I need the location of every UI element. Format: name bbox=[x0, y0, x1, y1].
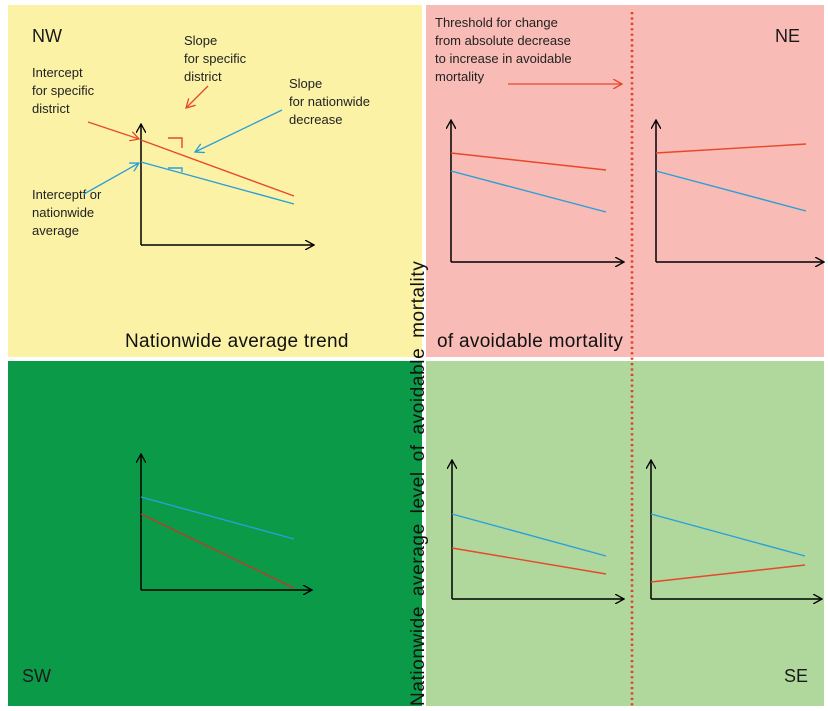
quadrant-label-sw: SW bbox=[22, 666, 51, 686]
axis-label-trend-left: Nationwide average trend bbox=[125, 331, 349, 352]
chart-ne-left bbox=[451, 120, 624, 262]
nationwide-trend-line bbox=[650, 513, 806, 557]
quadrant-sw bbox=[8, 361, 422, 706]
chart-nw bbox=[83, 85, 314, 245]
arrow-intercept-nationwide bbox=[83, 163, 139, 195]
nationwide-trend-line bbox=[140, 161, 295, 205]
annotation-slope-district: Slope for specific district bbox=[184, 33, 247, 84]
nationwide-trend-line bbox=[451, 513, 607, 557]
quadrant-label-nw: NW bbox=[32, 26, 62, 46]
district-trend-line bbox=[655, 143, 807, 154]
chart-se-left bbox=[452, 460, 624, 599]
nationwide-trend-line bbox=[140, 496, 295, 540]
quadrant-ne bbox=[426, 5, 824, 357]
arrow-slope-district bbox=[186, 85, 209, 108]
annotation-intercept-district: Intercept for specific district bbox=[32, 65, 95, 116]
arrow-intercept-district bbox=[87, 121, 139, 139]
annotation-slope-nationwide: Slope for nationwide decrease bbox=[289, 76, 370, 127]
quadrant-label-se: SE bbox=[784, 666, 809, 686]
slope-marker-district bbox=[168, 137, 183, 148]
axis-label-trend-right: of avoidable mortality bbox=[437, 331, 624, 352]
quadrant-se bbox=[426, 361, 824, 706]
chart-sw bbox=[141, 454, 312, 590]
nationwide-trend-line bbox=[450, 170, 607, 213]
district-trend-line bbox=[650, 564, 806, 583]
quadrant-label-ne: NE bbox=[775, 26, 801, 46]
district-trend-line bbox=[140, 139, 295, 197]
slope-marker-nationwide bbox=[168, 167, 183, 172]
arrow-slope-nationwide bbox=[195, 109, 283, 152]
quadrant-nw bbox=[8, 5, 422, 357]
chart-se-right bbox=[651, 460, 822, 599]
district-trend-line bbox=[140, 513, 295, 589]
district-trend-line bbox=[450, 152, 607, 171]
annotation-intercept-nationwide: Interceptf or nationwide average bbox=[32, 187, 102, 238]
chart-ne-right bbox=[656, 120, 824, 262]
district-trend-line bbox=[451, 547, 607, 575]
nationwide-trend-line bbox=[655, 170, 807, 212]
annotation-threshold: Threshold for change from absolute decre… bbox=[435, 15, 572, 84]
